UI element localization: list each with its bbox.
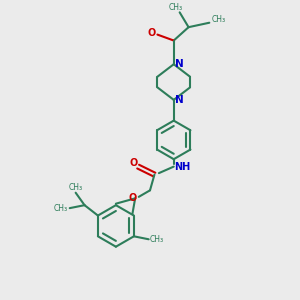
Text: CH₃: CH₃ xyxy=(69,183,83,192)
Text: O: O xyxy=(128,193,136,203)
Text: CH₃: CH₃ xyxy=(168,2,182,11)
Text: N: N xyxy=(175,59,183,69)
Text: O: O xyxy=(148,28,156,38)
Text: CH₃: CH₃ xyxy=(150,235,164,244)
Text: NH: NH xyxy=(174,162,190,172)
Text: O: O xyxy=(130,158,138,168)
Text: CH₃: CH₃ xyxy=(211,15,225,24)
Text: N: N xyxy=(175,95,183,105)
Text: CH₃: CH₃ xyxy=(54,204,68,213)
